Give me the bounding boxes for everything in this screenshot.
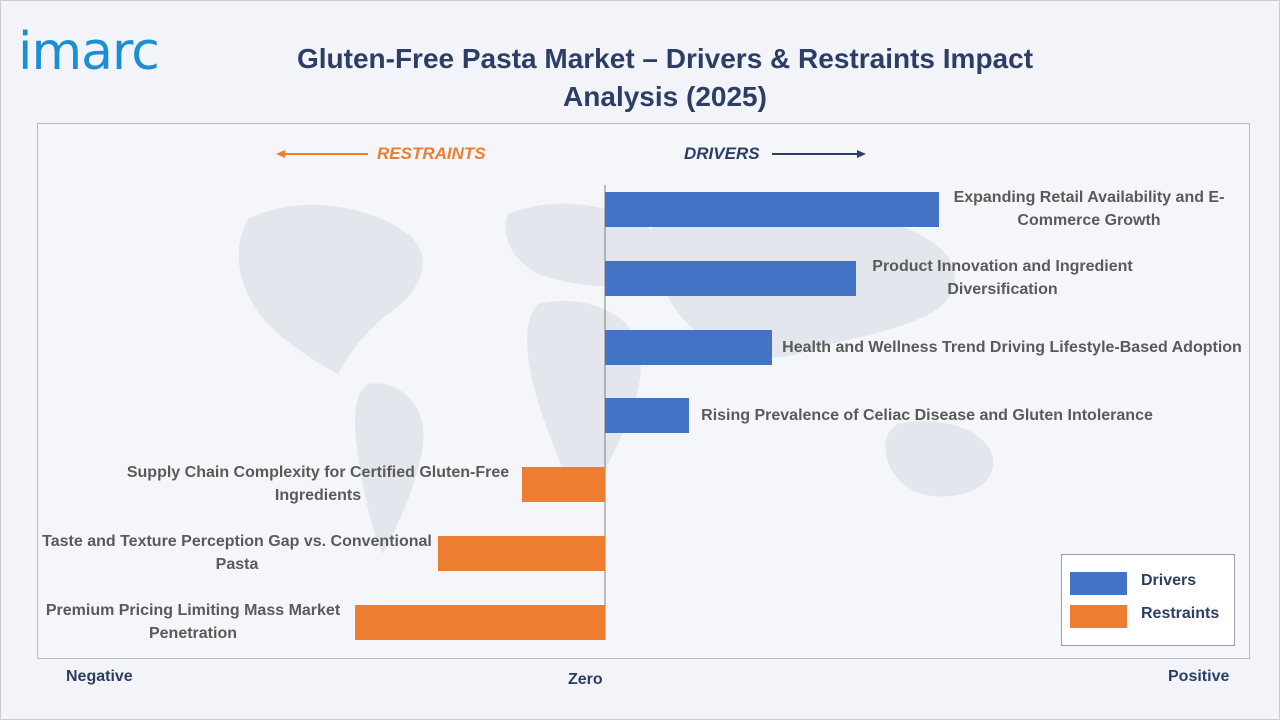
legend: Drivers Restraints (1061, 554, 1235, 646)
driver-bar (605, 398, 689, 434)
axis-zero-label: Zero (568, 671, 603, 688)
restraint-bar (521, 467, 605, 503)
drivers-arrow-head (857, 150, 866, 158)
driver-bar (605, 329, 772, 365)
category-label: Health and Wellness Trend Driving Lifest… (782, 338, 1242, 356)
category-label: Taste and Texture Perception Gap vs. Con… (42, 533, 432, 573)
category-label: Supply Chain Complexity for Certified Gl… (126, 464, 510, 505)
category-label: Product Innovation and Ingredient Divers… (872, 257, 1133, 298)
axis-positive-label: Positive (1168, 668, 1230, 685)
category-label: Expanding Retail Availability and E-Comm… (953, 189, 1225, 229)
restraint-bar (354, 604, 605, 640)
legend-drivers-label: Drivers (1141, 572, 1197, 589)
category-label: Rising Prevalence of Celiac Disease and … (701, 407, 1153, 425)
axis-negative-label: Negative (66, 668, 133, 685)
driver-bar (605, 260, 856, 296)
legend-restraints-swatch (1070, 605, 1127, 628)
driver-bar (605, 192, 939, 227)
restraint-bar (438, 536, 605, 571)
drivers-direction-label: DRIVERS (684, 144, 760, 163)
imarc-logo: imarc (18, 22, 160, 82)
legend-restraints-label: Restraints (1141, 605, 1220, 622)
legend-drivers-swatch (1070, 572, 1127, 595)
chart-title: Gluten-Free Pasta Market – Drivers & Res… (296, 43, 1034, 112)
restraints-arrow-head (276, 150, 285, 158)
category-label: Premium Pricing Limiting Mass Market Pen… (45, 601, 341, 642)
restraints-direction-label: RESTRAINTS (377, 144, 486, 163)
